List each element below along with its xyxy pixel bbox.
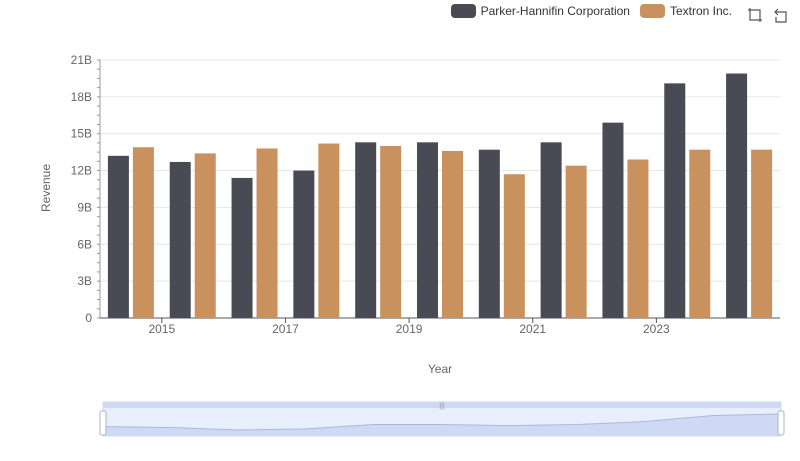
bar-parker-2016 xyxy=(231,177,253,318)
datazoom-handle-left[interactable] xyxy=(99,410,107,436)
bar-parker-2017 xyxy=(293,170,315,318)
bar-textron-2017 xyxy=(318,143,340,318)
legend: Parker-Hannifin Corporation Textron Inc. xyxy=(441,4,732,18)
legend-item-textron[interactable]: Textron Inc. xyxy=(639,4,732,18)
bar-parker-2014 xyxy=(107,155,129,318)
x-tick-label: 2015 xyxy=(148,322,175,336)
bar-parker-2021 xyxy=(540,142,562,318)
bar-textron-2021 xyxy=(565,165,587,318)
bar-textron-2014 xyxy=(132,147,154,318)
zoom-icon[interactable] xyxy=(746,6,764,24)
y-axis-label: Revenue xyxy=(39,163,53,213)
y-tick-label: 3B xyxy=(77,274,92,288)
x-tick-label: 2017 xyxy=(272,322,299,336)
bar-parker-2018 xyxy=(355,142,377,318)
datazoom-handle-right[interactable] xyxy=(777,410,785,436)
x-tick-label: 2019 xyxy=(396,322,423,336)
legend-label-textron: Textron Inc. xyxy=(669,4,732,18)
x-tick-label: 2023 xyxy=(643,322,670,336)
legend-swatch-textron xyxy=(639,4,665,18)
bar-textron-2018 xyxy=(380,146,402,318)
bar-parker-2022 xyxy=(602,122,624,319)
bar-textron-2022 xyxy=(627,159,649,318)
bar-textron-2023 xyxy=(689,149,711,318)
y-tick-label: 9B xyxy=(77,200,92,214)
bar-parker-2019 xyxy=(417,142,438,318)
bar-textron-2024 xyxy=(751,149,773,318)
legend-label-parker: Parker-Hannifin Corporation xyxy=(480,4,630,18)
y-tick-label: 18B xyxy=(71,90,92,104)
bar-textron-2016 xyxy=(256,148,278,318)
bar-textron-2020 xyxy=(503,174,525,318)
legend-item-parker[interactable]: Parker-Hannifin Corporation xyxy=(450,4,630,18)
bar-parker-2020 xyxy=(478,149,500,318)
y-tick-label: 21B xyxy=(71,53,92,67)
y-tick-label: 6B xyxy=(77,237,92,251)
bar-parker-2024 xyxy=(726,73,748,318)
x-tick-label: 2021 xyxy=(519,322,546,336)
y-tick-label: 15B xyxy=(71,127,92,141)
y-tick-label: 12B xyxy=(71,164,92,178)
datazoom-grip[interactable]: ||| xyxy=(439,403,445,410)
legend-swatch-parker xyxy=(450,4,476,18)
toolbox xyxy=(738,6,790,24)
bar-parker-2023 xyxy=(664,83,686,318)
bar-textron-2019 xyxy=(442,150,463,318)
bar-parker-2015 xyxy=(169,161,191,318)
restore-icon[interactable] xyxy=(772,6,790,24)
x-axis-label: Year xyxy=(427,362,453,376)
y-tick-label: 0 xyxy=(85,311,92,325)
datazoom-top-bar xyxy=(103,402,781,408)
datazoom-preview-line xyxy=(102,413,782,431)
bar-textron-2015 xyxy=(194,153,216,318)
